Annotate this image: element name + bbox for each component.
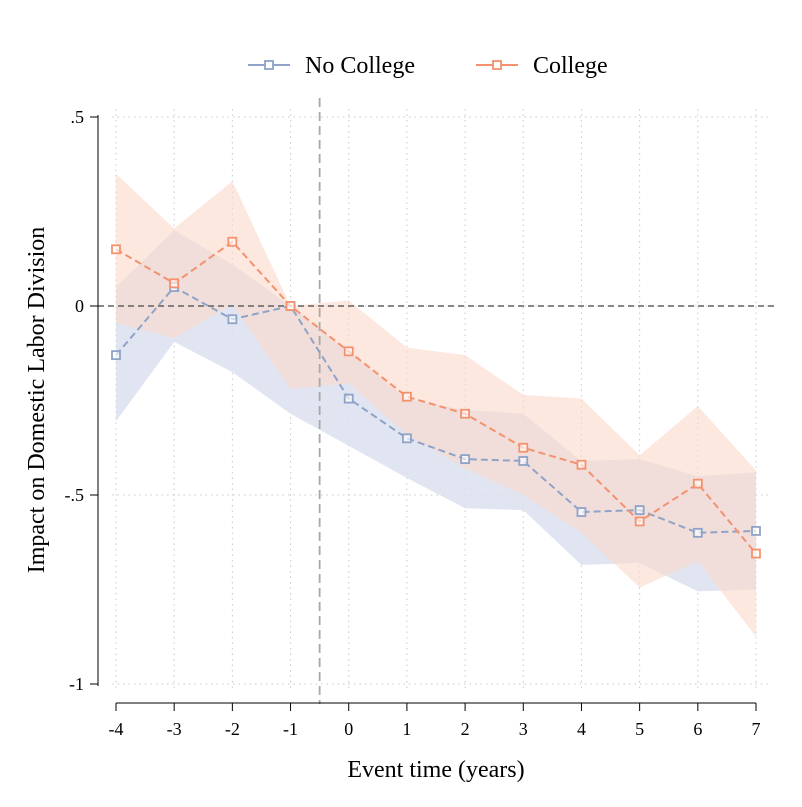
legend-label-no-college: No College	[305, 53, 415, 79]
ci-band-1	[116, 173, 756, 637]
series-0-point-2	[227, 314, 238, 325]
series-1-point-4	[343, 346, 354, 357]
y-tick-label-2: 0	[75, 296, 84, 316]
series-0-point-9	[634, 505, 645, 516]
series-0-point-10	[692, 527, 703, 538]
series-0-point-5	[402, 433, 412, 444]
series-1-point-11	[751, 548, 761, 559]
reference-lines-layer	[98, 98, 774, 704]
series-1-point-1	[169, 278, 180, 289]
x-tick-label-1: -3	[167, 719, 182, 739]
series-1-point-7	[518, 442, 529, 453]
x-tick-label-8: 4	[577, 719, 586, 739]
axes-layer: -1 -.5 0 .5 -4 -3 -2 -1 0 1 2 3 4 5 6 7	[65, 107, 761, 739]
y-tick-label-0: -1	[69, 674, 84, 694]
legend-marker-no-college	[264, 60, 274, 70]
legend-marker-college	[492, 60, 502, 70]
legend-item-no-college: No College	[248, 53, 415, 79]
y-axis-title: Impact on Domestic Labor Division	[24, 227, 50, 574]
series-1-point-9	[634, 516, 645, 527]
series-1-point-3	[285, 301, 296, 311]
series-0-point-4	[343, 393, 354, 404]
series-0-point-6	[460, 454, 470, 464]
x-tick-label-5: 1	[402, 719, 411, 739]
x-tick-label-10: 6	[693, 719, 702, 739]
x-axis-title: Event time (years)	[347, 757, 524, 783]
series-1-point-10	[692, 478, 703, 489]
x-tick-label-6: 2	[461, 719, 470, 739]
series-1-point-2	[227, 236, 238, 247]
series-0-point-8	[576, 507, 587, 517]
x-tick-label-9: 5	[635, 719, 644, 739]
series-1-point-0	[111, 244, 121, 255]
legend: No College College	[248, 53, 608, 79]
series-1-point-5	[402, 391, 412, 402]
legend-item-college: College	[476, 53, 608, 79]
x-tick-label-7: 3	[519, 719, 528, 739]
series-1-point-8	[576, 459, 587, 470]
series-0-point-11	[751, 526, 761, 536]
legend-label-college: College	[533, 53, 608, 79]
x-tick-label-3: -1	[283, 719, 298, 739]
series-1-point-6	[460, 408, 470, 419]
series-line-1	[115, 240, 757, 555]
series-layer	[111, 236, 761, 559]
x-tick-label-2: -2	[225, 719, 240, 739]
confidence-bands-layer	[116, 173, 756, 637]
x-tick-label-4: 0	[344, 719, 353, 739]
x-tick-label-0: -4	[109, 719, 124, 739]
series-0-point-7	[518, 456, 529, 466]
y-tick-label-3: .5	[71, 107, 85, 127]
y-tick-label-1: -.5	[65, 485, 85, 505]
x-tick-label-11: 7	[752, 719, 761, 739]
series-0-point-0	[111, 350, 121, 361]
series-line-0	[115, 285, 757, 534]
